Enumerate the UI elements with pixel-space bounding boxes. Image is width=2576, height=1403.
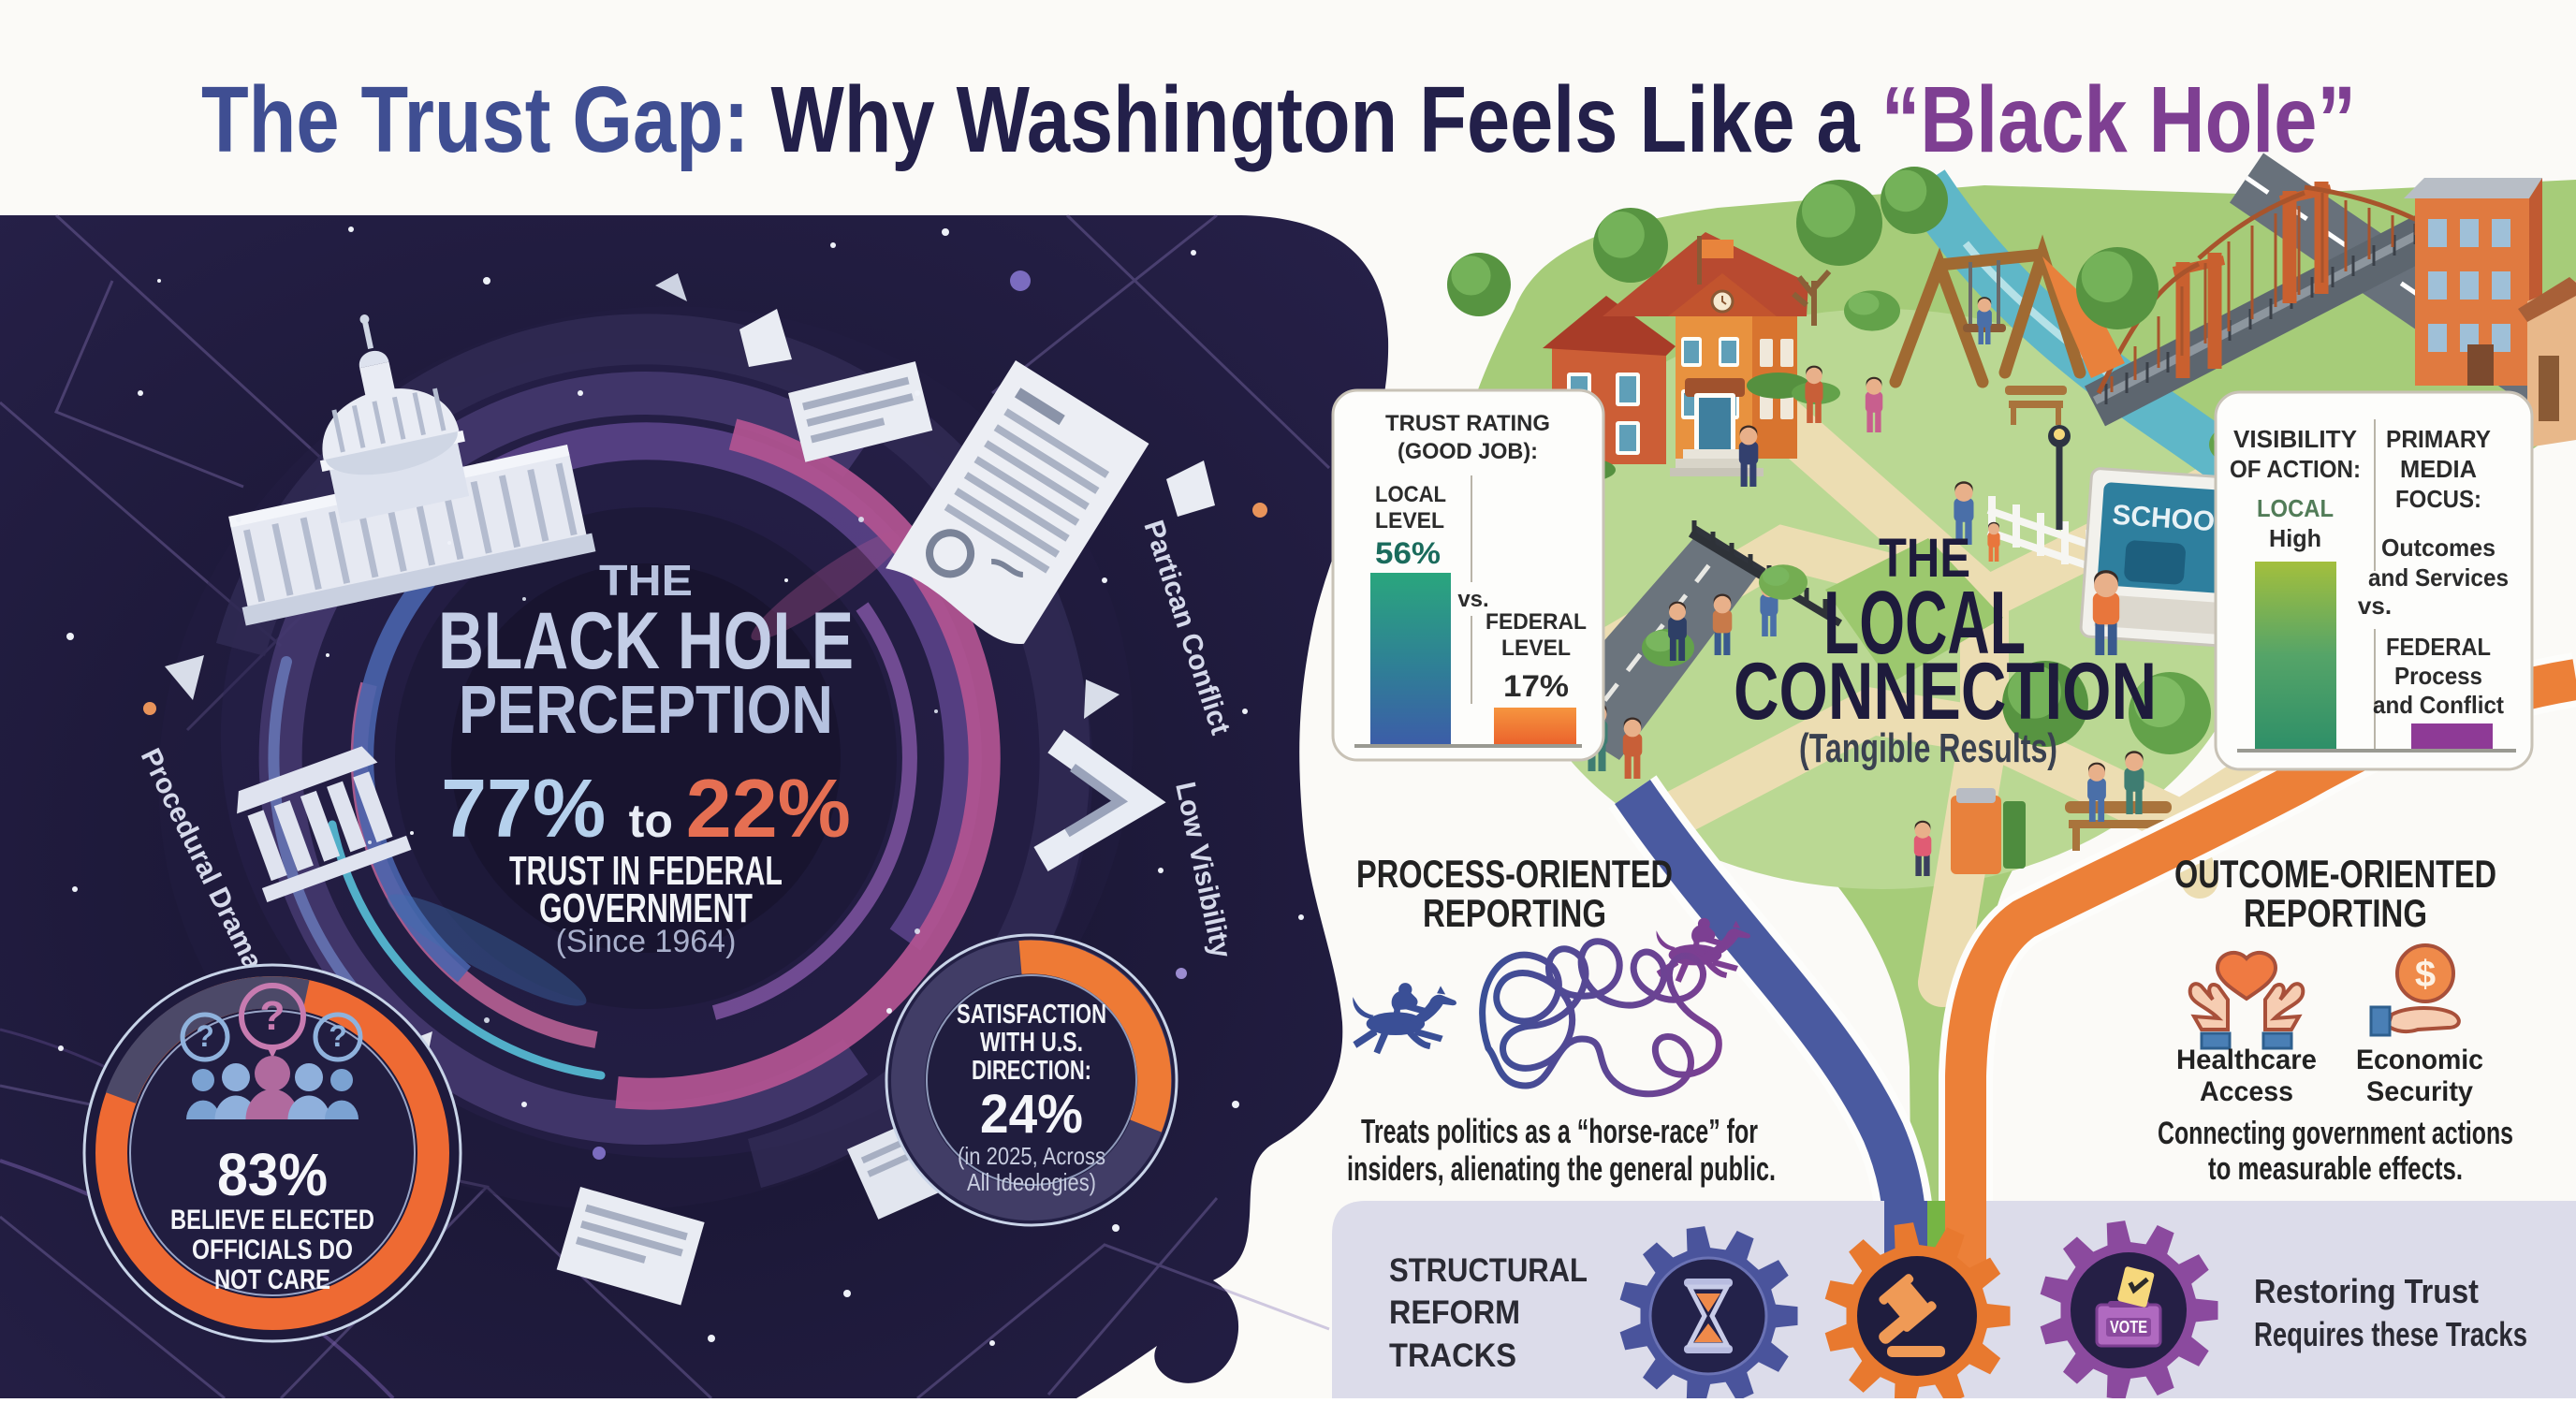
svg-text:Connecting government actions: Connecting government actions xyxy=(2158,1116,2513,1151)
svg-text:$: $ xyxy=(2415,954,2436,995)
svg-text:(in 2025, Across: (in 2025, Across xyxy=(958,1142,1105,1170)
svg-text:Restoring Trust: Restoring Trust xyxy=(2254,1272,2479,1310)
svg-text:vs.: vs. xyxy=(1457,587,1488,612)
svg-text:?: ? xyxy=(196,1019,214,1053)
svg-text:Process: Process xyxy=(2394,662,2482,690)
svg-text:and Conflict: and Conflict xyxy=(2373,691,2504,719)
svg-text:Healthcare: Healthcare xyxy=(2176,1045,2317,1075)
svg-text:vs.: vs. xyxy=(2358,592,2392,620)
svg-text:OUTCOME-ORIENTED: OUTCOME-ORIENTED xyxy=(2174,852,2496,896)
svg-text:PROCESS-ORIENTED: PROCESS-ORIENTED xyxy=(1356,852,1673,896)
svg-text:MEDIA: MEDIA xyxy=(2400,455,2477,483)
svg-text:56%: 56% xyxy=(1375,536,1441,570)
svg-text:insiders, alienating the gener: insiders, alienating the general public. xyxy=(1347,1149,1776,1188)
svg-text:THE: THE xyxy=(599,556,693,605)
svg-text:THE: THE xyxy=(1879,528,1970,589)
svg-text:Outcomes: Outcomes xyxy=(2381,533,2496,562)
svg-text:TRACKS: TRACKS xyxy=(1389,1337,1516,1374)
svg-text:CONNECTION: CONNECTION xyxy=(1734,647,2157,737)
svg-text:FEDERAL: FEDERAL xyxy=(1486,609,1587,635)
svg-text:77% to 22%: 77% to 22% xyxy=(441,762,851,855)
svg-text:24%: 24% xyxy=(980,1084,1083,1145)
svg-text:LOCAL: LOCAL xyxy=(2257,494,2334,522)
svg-text:All Ideologies): All Ideologies) xyxy=(967,1168,1096,1196)
svg-text:OFFICIALS DO: OFFICIALS DO xyxy=(192,1235,353,1265)
svg-text:BLACK HOLE: BLACK HOLE xyxy=(438,596,854,686)
svg-text:(GOOD JOB):: (GOOD JOB): xyxy=(1398,439,1538,464)
svg-text:to measurable effects.: to measurable effects. xyxy=(2208,1151,2463,1187)
svg-text:LOCAL: LOCAL xyxy=(1823,573,2026,673)
svg-text:LEVEL: LEVEL xyxy=(1501,636,1571,661)
svg-text:Treats politics as a “horse-ra: Treats politics as a “horse-race” for xyxy=(1361,1112,1758,1150)
svg-text:WITH U.S.: WITH U.S. xyxy=(980,1028,1083,1058)
svg-text:High: High xyxy=(2269,524,2321,552)
svg-text:The Trust Gap: Why Washington: The Trust Gap: Why Washington Feels Like… xyxy=(201,68,2356,172)
svg-text:LOCAL: LOCAL xyxy=(1375,482,1446,507)
svg-text:Economic: Economic xyxy=(2356,1045,2483,1075)
svg-text:TRUST IN FEDERAL: TRUST IN FEDERAL xyxy=(509,848,783,894)
svg-text:BELIEVE ELECTED: BELIEVE ELECTED xyxy=(170,1205,374,1235)
svg-text:FOCUS:: FOCUS: xyxy=(2395,485,2481,513)
svg-text:TRUST RATING: TRUST RATING xyxy=(1385,411,1550,436)
svg-text:Security: Security xyxy=(2366,1076,2473,1107)
svg-text:?: ? xyxy=(260,993,285,1039)
svg-text:STRUCTURAL: STRUCTURAL xyxy=(1389,1252,1588,1289)
svg-text:NOT CARE: NOT CARE xyxy=(214,1264,330,1295)
svg-text:and Services: and Services xyxy=(2368,563,2509,592)
svg-text:VISIBILITY: VISIBILITY xyxy=(2233,425,2357,453)
svg-text:REFORM: REFORM xyxy=(1389,1294,1520,1331)
svg-text:17%: 17% xyxy=(1503,669,1569,703)
svg-text:(Since 1964): (Since 1964) xyxy=(556,924,737,959)
svg-text:PERCEPTION: PERCEPTION xyxy=(459,673,833,748)
svg-text:REPORTING: REPORTING xyxy=(1423,891,1606,935)
svg-text:(Tangible Results): (Tangible Results) xyxy=(1799,725,2057,771)
svg-text:REPORTING: REPORTING xyxy=(2244,891,2427,935)
svg-text:SATISFACTION: SATISFACTION xyxy=(957,1000,1106,1030)
svg-text:PRIMARY: PRIMARY xyxy=(2386,425,2491,453)
svg-text:VOTE: VOTE xyxy=(2110,1318,2147,1337)
svg-text:Requires these Tracks: Requires these Tracks xyxy=(2254,1315,2527,1353)
svg-text:?: ? xyxy=(329,1019,347,1053)
svg-text:OF ACTION:: OF ACTION: xyxy=(2230,455,2361,483)
svg-text:DIRECTION:: DIRECTION: xyxy=(972,1056,1091,1086)
svg-text:83%: 83% xyxy=(217,1141,328,1208)
svg-text:FEDERAL: FEDERAL xyxy=(2386,633,2491,661)
svg-text:Access: Access xyxy=(2200,1076,2293,1107)
svg-text:LEVEL: LEVEL xyxy=(1375,508,1444,533)
svg-text:GOVERNMENT: GOVERNMENT xyxy=(539,885,753,931)
